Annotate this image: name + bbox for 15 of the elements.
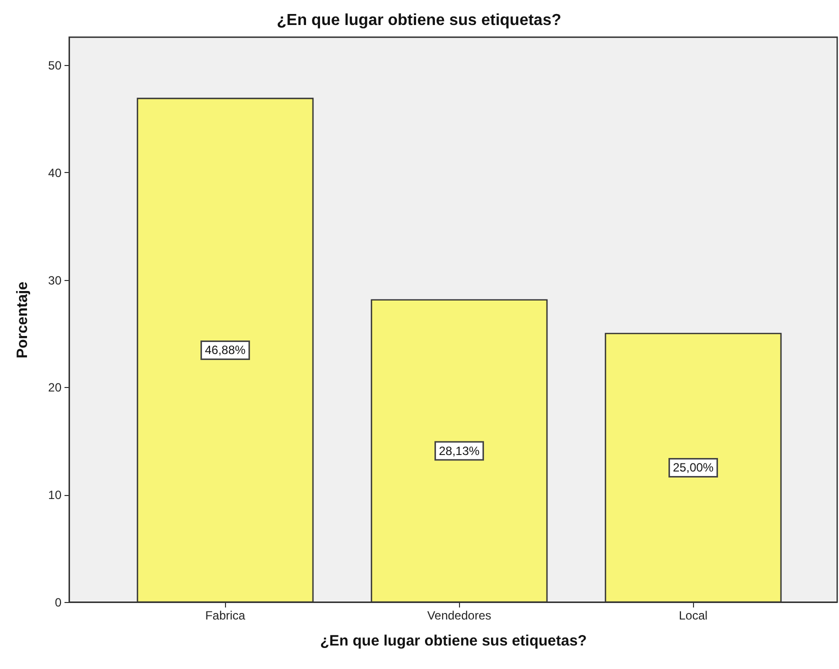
- x-tick-label: Fabrica: [205, 608, 246, 622]
- chart-title: ¿En que lugar obtiene sus etiquetas?: [276, 12, 562, 29]
- y-axis-title: Porcentaje: [14, 282, 32, 358]
- data-label: 28,13%: [438, 444, 480, 458]
- y-tick-label: 0: [54, 596, 62, 610]
- data-label: 25,00%: [672, 460, 714, 475]
- data-label: 46,88%: [204, 343, 246, 358]
- y-tick-label: 10: [48, 488, 62, 502]
- x-tick-label: Vendedores: [427, 608, 492, 622]
- y-tick-label: 50: [48, 58, 62, 72]
- y-tick-label: 20: [48, 380, 62, 395]
- y-tick-label: 40: [48, 166, 62, 180]
- y-tick-label: 30: [48, 273, 62, 288]
- x-axis-title: ¿En que lugar obtiene sus etiquetas?: [320, 632, 587, 650]
- x-tick-label: Local: [678, 608, 708, 622]
